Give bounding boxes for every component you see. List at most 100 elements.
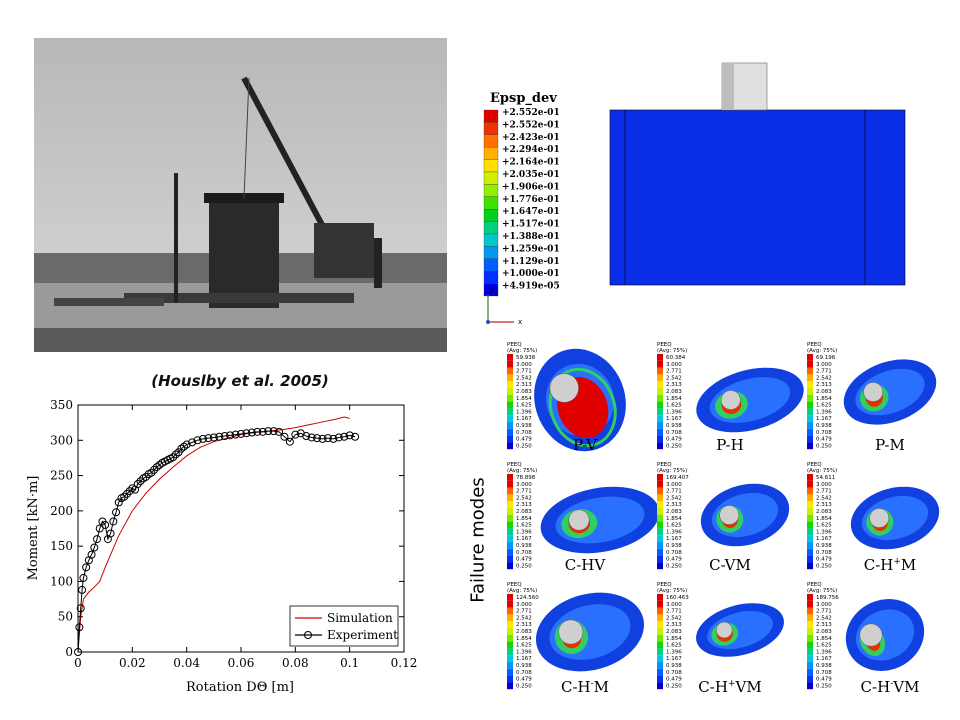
failure-mode-label: C-H+VM: [698, 678, 761, 696]
peeq-value: 1.396: [816, 649, 832, 655]
experiment-point: [171, 450, 180, 459]
peeq-subtitle: (Avg: 75%): [657, 468, 687, 474]
experiment-point: [242, 429, 251, 438]
caisson-shape: [863, 382, 884, 402]
experiment-point: [109, 517, 118, 526]
peeq-value: 0.250: [666, 683, 682, 689]
peeq-value: 2.083: [666, 509, 682, 515]
fe-legend-swatch: [483, 171, 499, 185]
peeq-value: 1.625: [816, 403, 832, 409]
peeq-value: 1.625: [516, 523, 532, 529]
fe-legend-swatch: [483, 258, 499, 272]
peeq-value: 0.708: [666, 670, 682, 676]
peeq-value: 2.083: [516, 629, 532, 635]
peeq-value: 1.167: [816, 416, 832, 422]
peeq-value: 2.771: [516, 369, 532, 375]
peeq-value: 1.625: [666, 523, 682, 529]
peeq-value: 1.396: [666, 649, 682, 655]
experiment-point: [209, 433, 218, 442]
peeq-value: 0.938: [816, 543, 832, 549]
experiment-point: [204, 434, 213, 443]
chart-legend: Simulation Experiment: [289, 605, 399, 647]
y-tick-label: 250: [50, 469, 73, 483]
peeq-subtitle: (Avg: 75%): [807, 588, 837, 594]
experiment-point: [313, 434, 322, 443]
peeq-value: 0.708: [666, 430, 682, 436]
fe-legend-swatch: [483, 147, 499, 160]
peeq-value: 0.479: [666, 677, 682, 683]
failure-mode-panel: PEEQ(Avg: 75%)124.5603.0002.7712.5422.31…: [507, 582, 645, 696]
peeq-value: 1.625: [516, 643, 532, 649]
caisson-shape: [568, 509, 590, 531]
y-tick-label: 0: [65, 645, 73, 659]
peeq-value: 0.479: [816, 677, 832, 683]
peeq-value: 2.313: [666, 622, 682, 628]
experiment-point: [78, 585, 87, 594]
experiment-point: [75, 623, 84, 632]
peeq-max: 60.384: [666, 355, 686, 361]
peeq-value: 3.000: [516, 482, 532, 488]
failure-mode-panel: PEEQ(Avg: 75%)69.1963.0002.7712.5422.313…: [807, 342, 937, 454]
fe-legend-value: +4.919e-05: [502, 282, 560, 292]
peeq-value: 2.313: [816, 382, 832, 388]
peeq-value: 1.167: [816, 536, 832, 542]
peeq-max: 124.560: [516, 595, 539, 601]
peeq-value: 2.542: [816, 615, 832, 621]
peeq-subtitle: (Avg: 75%): [807, 348, 837, 354]
failure-mode-panel: PEEQ(Avg: 75%)54.6113.0002.7712.5422.313…: [807, 462, 940, 574]
failure-mode-label: P-V: [573, 436, 598, 454]
peeq-value: 0.708: [816, 670, 832, 676]
experiment-point: [93, 535, 102, 544]
chart-axes: 0 0.02 0.04 0.06 0.08 0.1 0.12 0 50 100 150 200 250 3…: [50, 398, 417, 670]
peeq-max: 54.611: [816, 475, 835, 481]
peeq-value: 2.771: [516, 609, 532, 615]
peeq-subtitle: (Avg: 75%): [507, 348, 537, 354]
peeq-value: 3.000: [666, 602, 682, 608]
fe-legend-value: +2.552e-01: [502, 120, 560, 130]
y-tick-label: 300: [50, 433, 73, 447]
x-tick-label: 0.1: [340, 656, 359, 670]
experiment-point: [106, 529, 115, 538]
experiment-point: [122, 489, 131, 498]
fe-legend-value: +1.906e-01: [502, 182, 560, 192]
peeq-value: 0.938: [666, 663, 682, 669]
peeq-value: 0.938: [666, 543, 682, 549]
peeq-value: 2.313: [516, 622, 532, 628]
legend-entry: Experiment: [327, 628, 398, 642]
experiment-point: [87, 550, 96, 559]
peeq-value: 2.771: [666, 369, 682, 375]
axis-triad: z x: [486, 287, 522, 326]
experiment-point: [152, 463, 161, 472]
peeq-value: 1.854: [666, 396, 682, 402]
experiment-point: [323, 434, 332, 443]
peeq-value: 1.396: [516, 409, 532, 415]
peeq-value: 2.083: [816, 629, 832, 635]
peeq-value: 1.854: [816, 636, 832, 642]
legend-entry: Simulation: [327, 611, 393, 625]
peeq-value: 1.854: [666, 636, 682, 642]
fe-legend-value: +1.000e-01: [502, 269, 560, 279]
fe-legend-value: +2.294e-01: [502, 145, 560, 155]
failure-mode-label: C-H-VM: [861, 678, 920, 696]
peeq-value: 2.313: [666, 382, 682, 388]
peeq-value: 0.938: [816, 663, 832, 669]
fe-legend-swatch: [483, 134, 499, 148]
x-tick-label: 0: [74, 656, 82, 670]
peeq-value: 0.250: [516, 683, 532, 689]
experiment-point: [141, 472, 150, 481]
fe-legend-swatch: [483, 196, 499, 210]
peeq-value: 1.396: [816, 529, 832, 535]
peeq-value: 0.250: [516, 563, 532, 569]
peeq-subtitle: (Avg: 75%): [507, 588, 537, 594]
fe-legend-swatch: [483, 221, 499, 235]
peeq-value: 0.708: [816, 550, 832, 556]
peeq-title: PEEQ: [807, 462, 822, 468]
peeq-value: 2.771: [666, 609, 682, 615]
peeq-title: PEEQ: [507, 462, 522, 468]
peeq-value: 2.542: [516, 495, 532, 501]
peeq-value: 0.250: [816, 443, 832, 449]
experiment-point: [95, 524, 104, 533]
x-tick-label: 0.08: [282, 656, 309, 670]
peeq-value: 1.167: [516, 656, 532, 662]
experiment-point: [215, 432, 224, 441]
